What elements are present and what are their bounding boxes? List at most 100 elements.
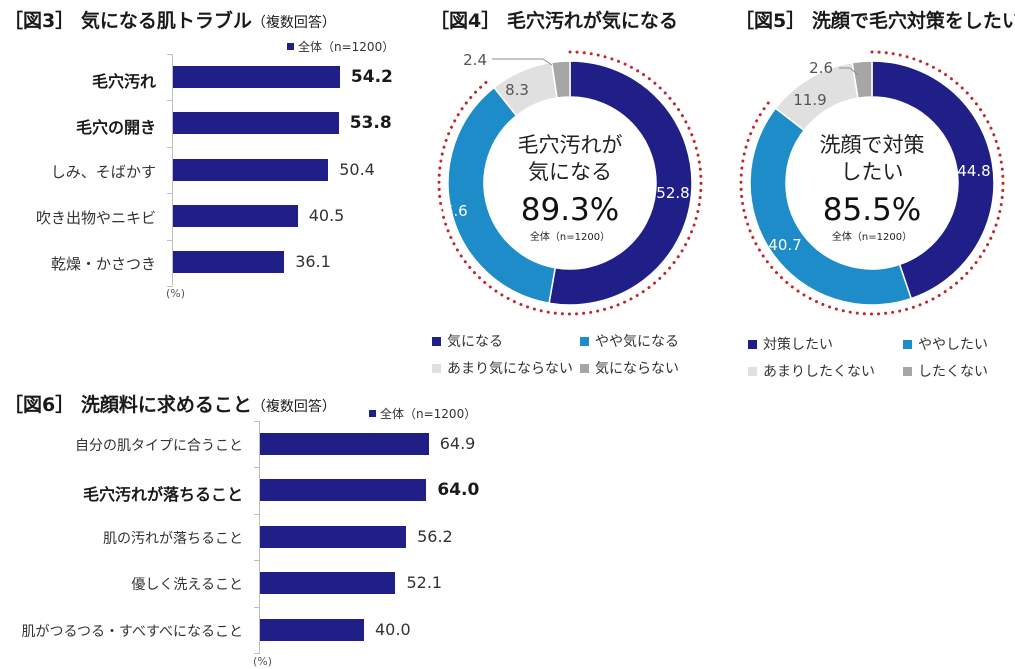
slice-label: 44.8 [957, 162, 990, 180]
value-label: 40.0 [375, 620, 411, 639]
leader-line [839, 67, 859, 76]
center-caption: 洗顔で対策 [820, 133, 925, 157]
donut-slice [447, 86, 557, 305]
legend-label: 気になる [447, 334, 503, 350]
legend-item: 対策したい [748, 334, 833, 354]
bar [260, 572, 396, 594]
axis-tick [254, 606, 260, 608]
legend-label: 気にならない [595, 361, 679, 377]
donut-slice [871, 60, 995, 300]
center-note: 全体（n=1200） [530, 230, 610, 243]
bar [260, 479, 427, 501]
category-label: 自分の肌タイプに合うこと [75, 438, 243, 454]
donut-slice [851, 60, 873, 100]
bar [260, 526, 407, 548]
donut-slice [548, 60, 693, 306]
legend-item: ややしたい [903, 334, 988, 354]
legend-swatch [748, 367, 757, 376]
legend-swatch [580, 364, 589, 373]
slice-label: 52.8 [656, 184, 689, 202]
axis-tick [167, 146, 173, 148]
legend-swatch [369, 410, 376, 417]
legend-label: ややしたい [918, 337, 988, 353]
category-label: しみ、そばかす [50, 163, 156, 181]
axis-tick [254, 653, 260, 655]
axis-tick [167, 239, 173, 241]
slice-label: 8.3 [505, 81, 529, 99]
leader-line [492, 58, 553, 66]
value-label: 36.1 [295, 252, 331, 271]
donut-slice [550, 60, 571, 99]
center-value: 85.5% [823, 192, 921, 228]
category-label: 優しく洗えること [131, 577, 243, 593]
value-label: 40.5 [308, 206, 345, 225]
value-label: 56.2 [417, 527, 453, 546]
axis-line [172, 53, 173, 286]
legend-item: したくない [903, 361, 988, 381]
axis-tick [254, 467, 260, 469]
legend-label: あまりしたくない [763, 364, 875, 380]
legend-label: あまり気にならない [447, 361, 573, 377]
center-caption: したい [841, 160, 904, 184]
axis-tick [167, 286, 173, 288]
legend-item: 気になる [432, 331, 503, 351]
legend-item: 気にならない [580, 358, 679, 378]
donut-slice [749, 107, 913, 306]
legend-label: したくない [918, 364, 988, 380]
category-label: 毛穴の開き [75, 118, 156, 137]
legend-swatch [748, 340, 757, 349]
axis-tick [254, 560, 260, 562]
unit-label: (%) [253, 655, 273, 669]
bar [260, 433, 429, 455]
axis-tick [254, 513, 260, 515]
value-label: 53.8 [349, 113, 392, 133]
category-label: 肌の汚れが落ちること [103, 531, 243, 547]
legend-swatch [432, 364, 441, 373]
fig3-legend-label: 全体（n=1200） [298, 40, 395, 54]
axis-tick [254, 420, 260, 422]
fig6-legend-label: 全体（n=1200） [380, 407, 477, 421]
bar [173, 66, 340, 88]
bar [260, 619, 364, 641]
axis-line [259, 420, 260, 654]
legend-item: あまり気にならない [432, 358, 573, 378]
legend-item: あまりしたくない [748, 361, 875, 381]
slice-label: 2.4 [463, 51, 487, 69]
bar [173, 205, 298, 227]
legend-swatch [432, 337, 441, 346]
category-label: 乾燥・かさつき [50, 255, 156, 273]
axis-tick [167, 53, 173, 55]
legend-item: やや気になる [580, 331, 679, 351]
center-caption: 毛穴汚れが [518, 133, 623, 157]
value-label: 64.9 [439, 434, 476, 453]
highlight-dotted-arc [437, 50, 703, 316]
category-label: 毛穴汚れ [91, 72, 156, 91]
value-label: 64.0 [437, 480, 480, 500]
value-label: 54.2 [350, 67, 393, 87]
bar [173, 112, 339, 134]
axis-tick [167, 100, 173, 102]
legend-label: 対策したい [763, 337, 833, 353]
center-value: 89.3% [521, 192, 619, 228]
legend-swatch [903, 367, 912, 376]
center-note: 全体（n=1200） [832, 230, 912, 243]
category-label: 肌がつるつる・すべすべになること [21, 624, 243, 640]
slice-label: 36.6 [434, 202, 467, 220]
axis-tick [167, 193, 173, 195]
center-caption: 気になる [528, 160, 612, 184]
category-label: 吹き出物やニキビ [35, 209, 156, 227]
fig4-donut-chart: 52.8 36.6 8.3 2.4 毛穴汚れが気になる 89.3% 全体（n=1200） [434, 50, 703, 316]
fig6-legend: 全体（n=1200） [369, 405, 476, 422]
fig3-title: ［図3］ 気になる肌トラブル（複数回答） [4, 10, 336, 32]
category-label: 毛穴汚れが落ちること [82, 485, 243, 504]
legend-label: やや気になる [595, 334, 679, 350]
legend-swatch [580, 337, 589, 346]
bar [173, 159, 329, 181]
bar [173, 251, 285, 273]
slice-label: 11.9 [793, 91, 826, 109]
legend-swatch [903, 340, 912, 349]
unit-label: (%) [166, 287, 186, 301]
value-label: 52.1 [406, 573, 443, 592]
fig4-title: ［図4］ 毛穴汚れが気になる [430, 10, 678, 32]
